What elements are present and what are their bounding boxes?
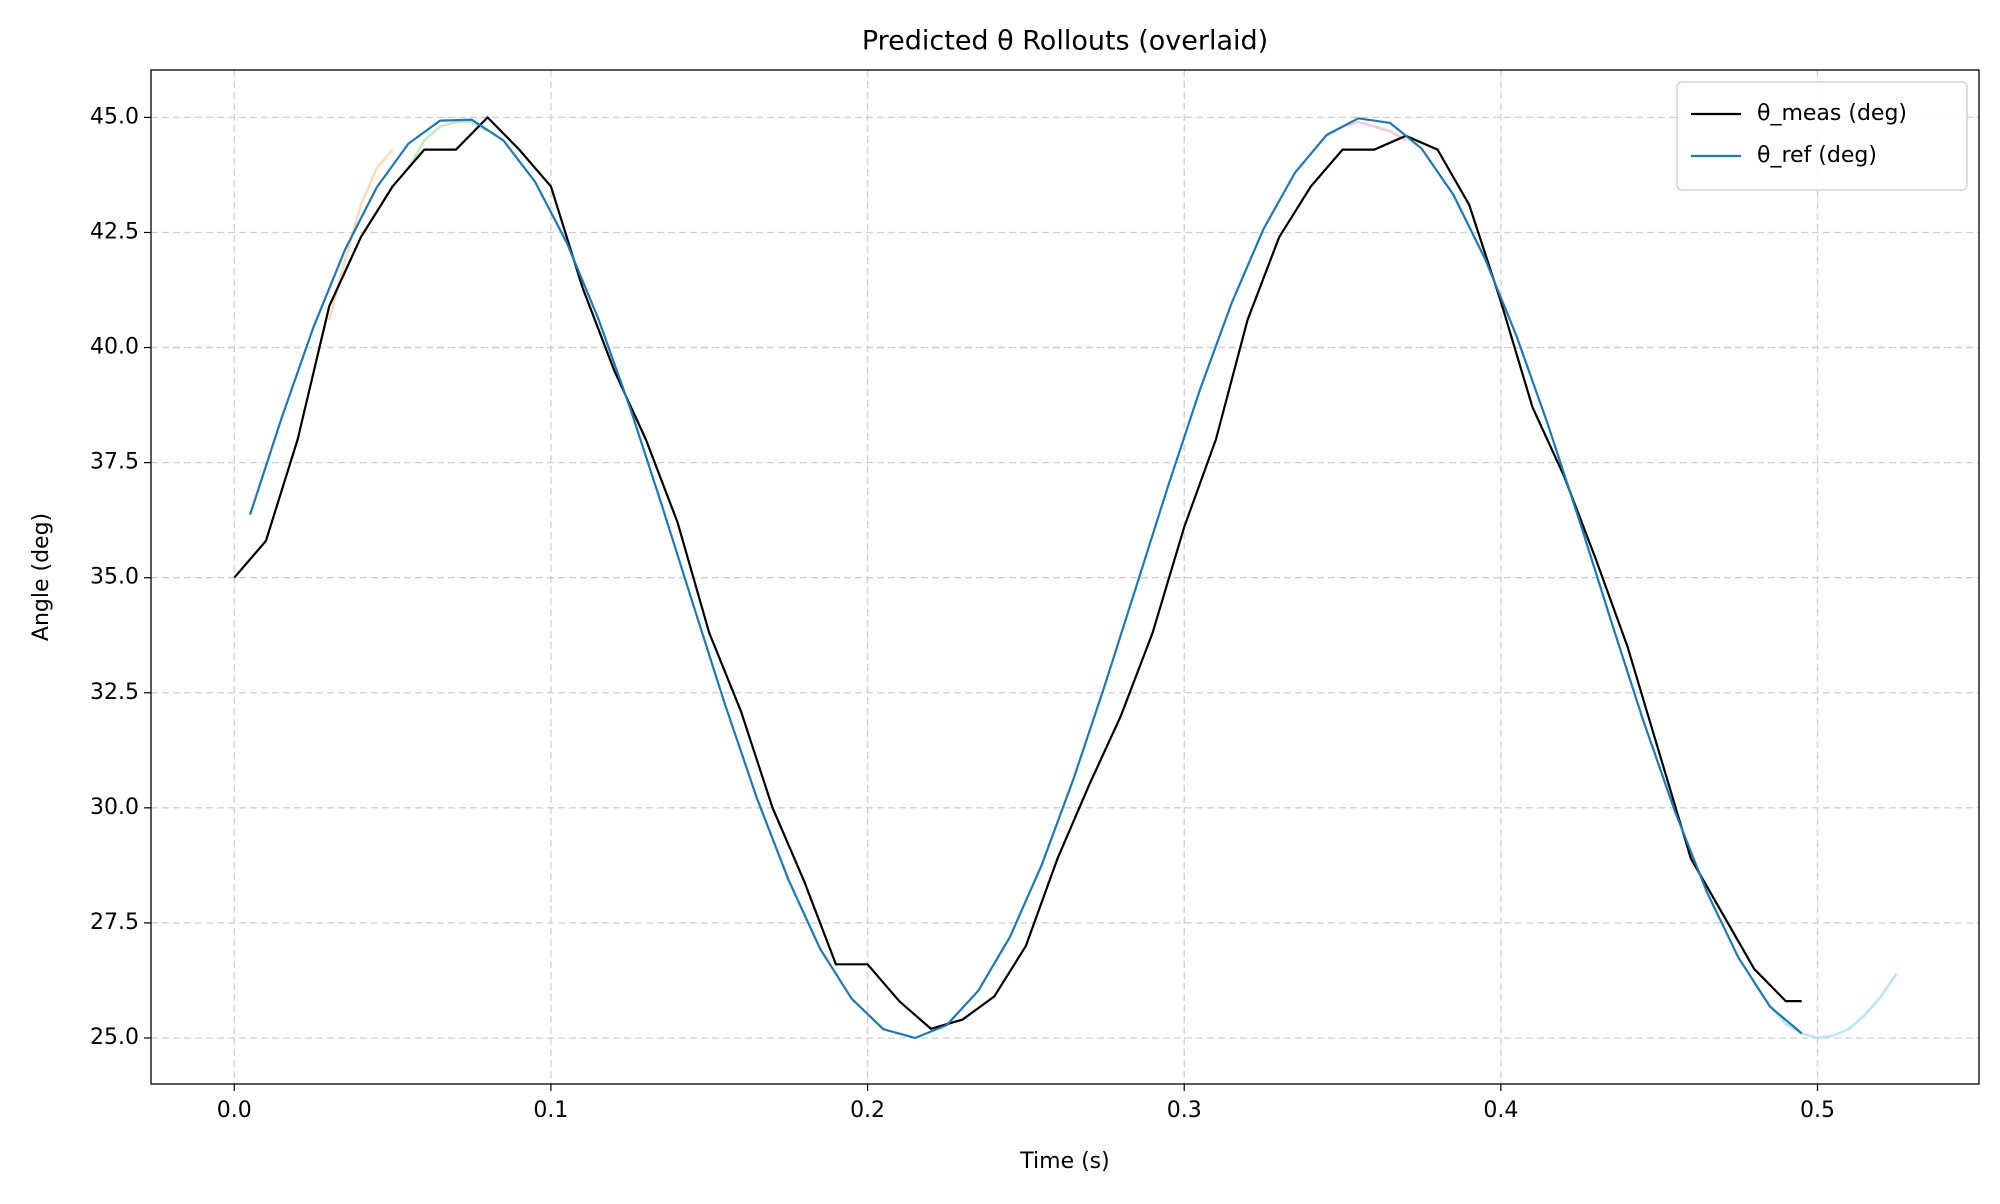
- plot-frame: [150, 69, 1980, 1085]
- chart-title: Predicted θ Rollouts (overlaid): [862, 26, 1268, 57]
- legend-box: [1676, 81, 1968, 191]
- x-tick-label: 0.2: [850, 1098, 885, 1123]
- y-tick-label: 27.5: [90, 910, 139, 935]
- x-tick-label: 0.5: [1800, 1098, 1835, 1123]
- x-tick-label: 0.0: [217, 1098, 252, 1123]
- y-tick-label: 30.0: [90, 795, 139, 820]
- y-tick-label: 25.0: [90, 1025, 139, 1050]
- y-tick-label: 42.5: [90, 219, 139, 244]
- series-line: [249, 117, 1803, 1040]
- rollout-line: [1753, 972, 1898, 1040]
- y-tick-label: 37.5: [90, 450, 139, 475]
- x-tick-label: 0.4: [1483, 1098, 1518, 1123]
- y-axis-label: Angle (deg): [29, 513, 54, 641]
- y-tick-label: 45.0: [90, 104, 139, 129]
- rollout-line: [328, 148, 394, 321]
- legend-label: θ_meas (deg): [1757, 101, 1907, 126]
- y-tick-label: 35.0: [90, 565, 139, 590]
- y-tick-label: 40.0: [90, 335, 139, 360]
- rollout-line: [407, 120, 489, 169]
- x-tick-label: 0.1: [533, 1098, 568, 1123]
- series-line: [233, 115, 1802, 1030]
- x-axis-label: Time (s): [1019, 1149, 1109, 1174]
- x-tick-label: 0.3: [1167, 1098, 1202, 1123]
- y-tick-label: 32.5: [90, 680, 139, 705]
- legend-label: θ_ref (deg): [1757, 143, 1877, 168]
